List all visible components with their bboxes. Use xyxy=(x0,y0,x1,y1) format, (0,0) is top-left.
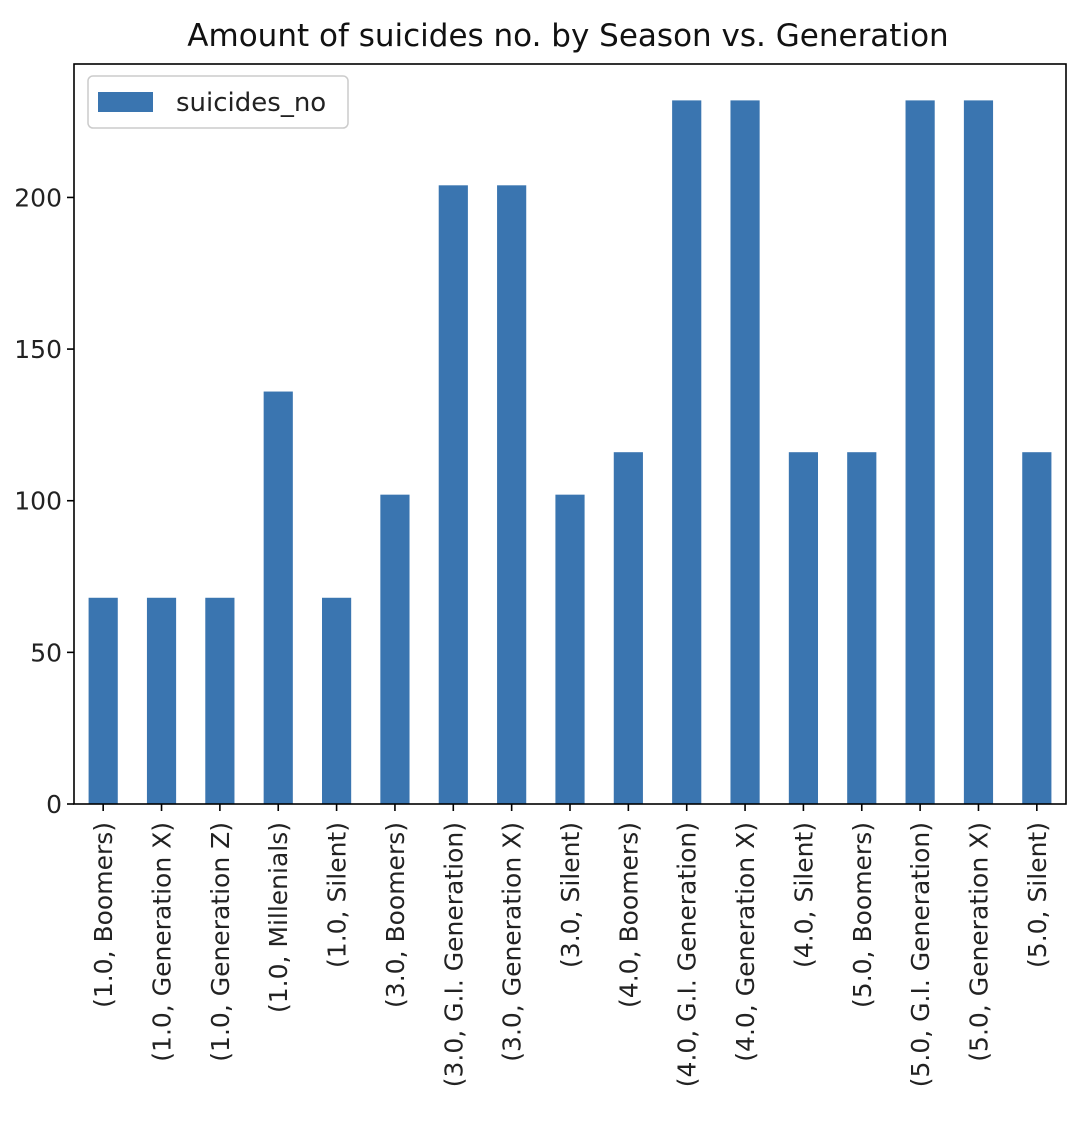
bar xyxy=(497,185,527,804)
bar xyxy=(672,100,702,804)
bar xyxy=(847,452,877,804)
x-tick-label: (5.0, Boomers) xyxy=(848,822,877,1008)
legend-swatch xyxy=(98,92,153,112)
x-tick-label: (4.0, G.I. Generation) xyxy=(673,822,702,1087)
bars-layer xyxy=(88,100,1052,804)
bar xyxy=(146,597,177,804)
bar xyxy=(322,597,352,804)
bar xyxy=(205,597,235,804)
bar xyxy=(263,391,293,804)
x-tick-label: (4.0, Boomers) xyxy=(614,822,643,1008)
x-tick-label: (1.0, Generation Z) xyxy=(206,822,235,1062)
x-axis: (1.0, Boomers) (1.0, Generation X) (1.0, G… xyxy=(89,804,1052,1087)
bar xyxy=(963,100,994,804)
x-tick-label: (1.0, Boomers) xyxy=(89,822,118,1008)
y-tick-label: 0 xyxy=(46,790,62,819)
legend: suicides_no xyxy=(87,75,349,129)
bar xyxy=(88,597,118,804)
bar xyxy=(905,100,935,804)
x-tick-label: (3.0, Generation X) xyxy=(498,822,527,1062)
y-axis: 0 50 100 150 200 xyxy=(14,183,74,819)
bar xyxy=(613,452,643,804)
x-tick-label: (4.0, Generation X) xyxy=(731,822,760,1062)
y-tick-label: 150 xyxy=(14,335,62,364)
x-tick-label: (5.0, G.I. Generation) xyxy=(906,822,935,1087)
x-tick-label: (5.0, Generation X) xyxy=(964,822,993,1062)
y-tick-label: 100 xyxy=(14,487,62,516)
y-tick-label: 200 xyxy=(14,183,62,212)
x-tick-label: (1.0, Millenials) xyxy=(264,822,293,1013)
bar xyxy=(730,100,760,804)
x-tick-label: (3.0, Boomers) xyxy=(381,822,410,1008)
chart-title: Amount of suicides no. by Season vs. Gen… xyxy=(187,18,948,54)
x-tick-label: (3.0, Silent) xyxy=(556,822,585,968)
x-tick-label: (1.0, Silent) xyxy=(323,822,352,968)
x-tick-label: (5.0, Silent) xyxy=(1023,822,1052,968)
bar xyxy=(788,452,818,804)
bar xyxy=(438,185,468,804)
bar xyxy=(555,494,585,804)
x-tick-label: (4.0, Silent) xyxy=(789,822,818,968)
legend-box xyxy=(87,75,349,129)
x-tick-label: (3.0, G.I. Generation) xyxy=(439,822,468,1087)
y-tick-label: 50 xyxy=(30,638,62,667)
plot-frame xyxy=(73,63,1067,805)
x-tick-label: (1.0, Generation X) xyxy=(148,822,177,1062)
legend-label: suicides_no xyxy=(176,88,326,118)
bar xyxy=(1022,452,1052,804)
bar xyxy=(380,494,410,804)
